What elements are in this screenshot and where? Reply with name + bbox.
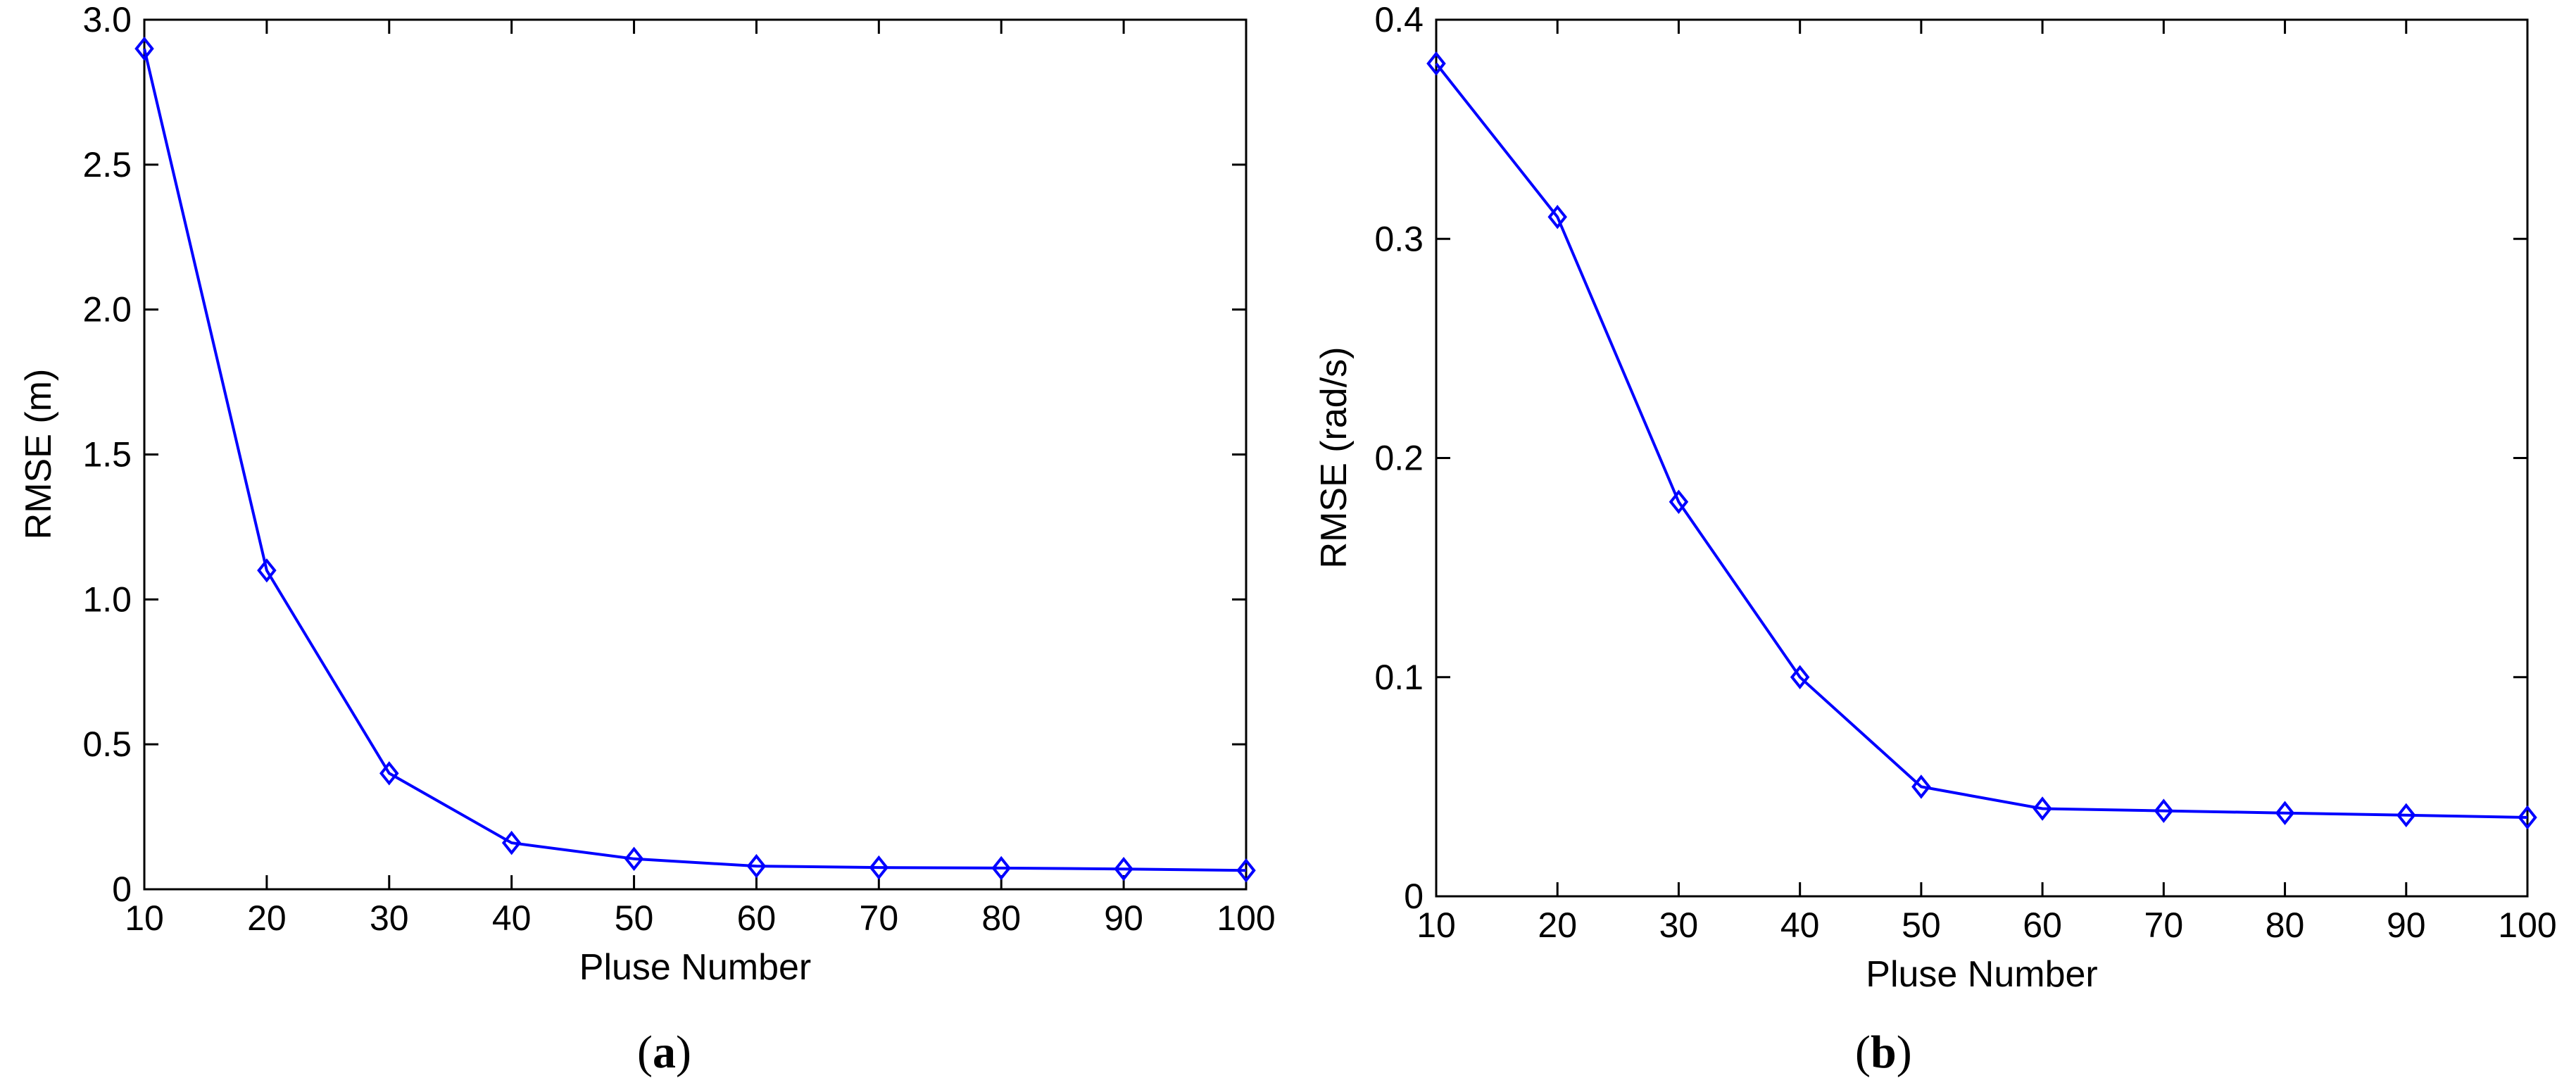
x-tick-label-b-1: 20 [1538, 905, 1577, 945]
plot-area-frame-a [143, 18, 1248, 891]
data-point-a-1 [257, 558, 277, 583]
data-point-a-5 [746, 853, 767, 879]
x-tick-label-b-2: 30 [1659, 905, 1699, 945]
data-point-a-3 [501, 830, 522, 855]
x-tick-label-a-9: 100 [1217, 898, 1275, 938]
panel-label-b: (b) [1855, 1027, 1912, 1078]
y-tick-labels-b: 0 0.1 0.2 0.3 0.4 [1374, 0, 1424, 916]
y-axis-label-a: RMSE (m) [18, 369, 59, 540]
data-point-b-6 [2154, 798, 2174, 823]
y-tick-label-a-6: 3.0 [82, 0, 132, 39]
x-tick-label-a-5: 60 [737, 898, 777, 938]
x-tick-label-a-4: 50 [615, 898, 654, 938]
data-point-b-5 [2032, 796, 2052, 821]
x-tick-label-b-3: 40 [1780, 905, 1820, 945]
chart-panel-a: 10 20 30 40 50 60 70 80 90 100 0 0.5 1.0 1.5 2.0 2.5 3.… [18, 0, 1276, 1078]
x-tick-label-a-8: 90 [1104, 898, 1143, 938]
data-point-a-8 [1114, 856, 1133, 882]
y-tick-label-b-4: 0.4 [1374, 0, 1424, 39]
series-line-b [1435, 63, 2528, 819]
data-point-b-3 [1790, 665, 1810, 689]
panel-letter-b: b [1871, 1027, 1897, 1078]
data-point-b-1 [1547, 204, 1567, 230]
data-point-a-0 [134, 36, 154, 61]
y-tick-label-a-5: 2.5 [82, 145, 132, 184]
y-tick-label-b-2: 0.2 [1374, 439, 1424, 478]
plot-area-frame-b [1435, 18, 2529, 898]
x-tick-labels-b: 10 20 30 40 50 60 70 80 90 100 [1416, 905, 2557, 945]
y-tick-label-a-1: 0.5 [82, 725, 132, 764]
x-tick-label-a-1: 20 [247, 898, 287, 938]
x-tick-label-b-7: 80 [2266, 905, 2305, 945]
data-point-b-9 [2518, 805, 2537, 830]
x-tick-label-b-4: 50 [1902, 905, 1941, 945]
x-tick-label-a-7: 80 [981, 898, 1021, 938]
x-tick-label-a-3: 40 [492, 898, 532, 938]
y-tick-label-b-0: 0 [1404, 877, 1424, 916]
data-point-a-4 [624, 846, 644, 871]
data-point-b-7 [2275, 801, 2295, 825]
x-axis-label-a: Pluse Number [579, 947, 811, 988]
x-tick-labels-a: 10 20 30 40 50 60 70 80 90 100 [125, 898, 1276, 938]
y-tick-label-b-1: 0.1 [1374, 658, 1424, 697]
x-tick-label-b-5: 60 [2023, 905, 2062, 945]
data-point-b-8 [2396, 803, 2416, 828]
markers-b [1426, 51, 2537, 830]
y-tick-label-a-2: 1.0 [82, 579, 132, 619]
markers-a [134, 36, 1256, 883]
x-tick-label-b-0: 10 [1416, 905, 1456, 945]
y-tick-label-a-0: 0 [112, 870, 132, 909]
panel-letter-a: a [653, 1027, 676, 1078]
x-tick-label-b-6: 70 [2144, 905, 2184, 945]
y-tick-label-a-3: 1.5 [82, 435, 132, 475]
chart-panel-b: 10 20 30 40 50 60 70 80 90 100 0 0.1 0.2 0.3 0.4 Plus… [1314, 0, 2557, 1078]
x-tick-label-b-9: 100 [2498, 905, 2556, 945]
y-tick-label-b-3: 0.3 [1374, 219, 1424, 258]
x-tick-label-a-6: 70 [860, 898, 899, 938]
y-tick-labels-a: 0 0.5 1.0 1.5 2.0 2.5 3.0 [82, 0, 132, 909]
data-point-a-6 [869, 855, 889, 880]
x-axis-label-b: Pluse Number [1866, 954, 2097, 995]
ticks-a [143, 18, 1248, 891]
data-point-a-2 [379, 761, 399, 786]
data-point-a-9 [1236, 858, 1256, 883]
panel-label-a: (a) [637, 1027, 691, 1078]
x-tick-label-a-0: 10 [125, 898, 164, 938]
data-point-b-0 [1426, 51, 1446, 76]
y-axis-label-b: RMSE (rad/s) [1314, 347, 1355, 569]
x-tick-label-b-8: 90 [2387, 905, 2426, 945]
x-tick-label-a-2: 30 [370, 898, 409, 938]
y-tick-label-a-4: 2.0 [82, 290, 132, 330]
series-line-a [143, 48, 1247, 872]
data-point-a-7 [991, 855, 1011, 881]
ticks-b [1435, 18, 2529, 898]
data-point-b-4 [1911, 774, 1931, 799]
data-point-b-2 [1669, 489, 1689, 514]
